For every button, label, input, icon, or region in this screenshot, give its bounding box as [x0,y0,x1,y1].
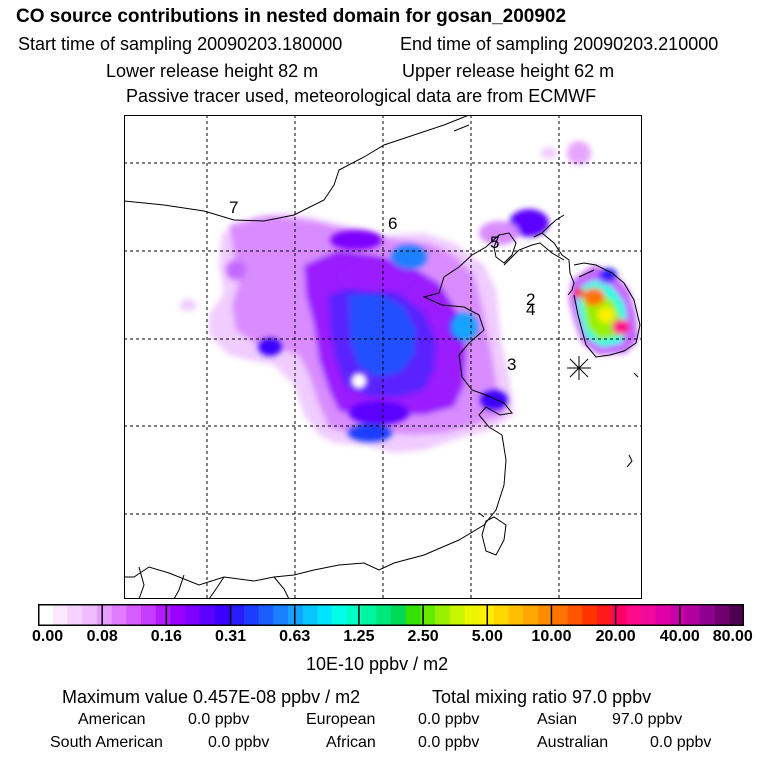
color-swatch [170,604,186,626]
color-swatch [420,604,436,626]
color-swatch [361,604,377,626]
color-swatch [655,604,671,626]
color-swatch [435,604,451,626]
colorbar-tick-label: 2.50 [407,628,439,645]
color-swatch [714,604,730,626]
color-swatch [670,604,686,626]
color-swatch [567,604,583,626]
marker-5: 5 [490,233,499,252]
color-swatch [140,604,156,626]
colorbar-tick-label: 10.00 [531,628,572,645]
start-time-label: Start time of sampling 20090203.180000 [18,34,343,54]
map-frame [124,115,642,599]
color-swatch [552,604,568,626]
receptor-star-icon [567,356,591,380]
region-south-american-label: South American [50,734,163,751]
color-swatch [229,604,245,626]
color-swatch [376,604,392,626]
color-swatch [185,604,201,626]
color-swatch [243,604,259,626]
color-swatch [729,604,744,626]
color-swatch [523,604,539,626]
marker-4: 4 [526,300,535,319]
colorbar-tick-label: 5.00 [471,628,503,645]
end-time-label: End time of sampling 20090203.210000 [400,34,719,54]
concentration-map: 7 6 5 2 4 3 [124,115,642,599]
maximum-value: Maximum value 0.457E-08 ppbv / m2 [62,687,361,707]
color-swatch [449,604,465,626]
region-european-value: 0.0 ppbv [418,711,480,728]
region-australian-label: Australian [537,734,609,751]
color-swatch [332,604,348,626]
color-swatch [685,604,701,626]
color-swatch [199,604,215,626]
coastlines [124,115,641,599]
colorbar-frame [38,604,744,626]
colorbar-tick-label: 0.00 [32,628,64,645]
color-swatch [67,604,83,626]
color-swatch [508,604,524,626]
region-african-label: African [326,734,376,751]
color-swatch [258,604,274,626]
colorbar-tick-label: 1.25 [343,628,375,645]
color-swatch [82,604,98,626]
color-swatch [111,604,127,626]
marker-7: 7 [229,198,238,217]
colorbar-tick-label: 0.16 [150,628,182,645]
colorbar-tick-label: 0.08 [86,628,118,645]
concentration-field [180,141,638,453]
marker-3: 3 [507,355,516,374]
colorbar-tick-label: 20.00 [595,628,636,645]
color-swatch [52,604,68,626]
region-australian-value: 0.0 ppbv [650,734,712,751]
color-swatch [596,604,612,626]
color-swatch [288,604,304,626]
marker-6: 6 [388,214,397,233]
lower-height-label: Lower release height 82 m [106,61,319,81]
color-swatch [302,604,318,626]
color-swatch [493,604,509,626]
color-swatch [699,604,715,626]
gridlines [124,115,642,599]
color-swatch [38,604,54,626]
region-european-label: European [306,711,376,728]
region-american-value: 0.0 ppbv [188,711,250,728]
color-swatch [346,604,362,626]
tracer-note: Passive tracer used, meteorological data… [126,86,597,106]
region-african-value: 0.0 ppbv [418,734,480,751]
region-south-american-value: 0.0 ppbv [208,734,270,751]
color-swatch [405,604,421,626]
color-swatch [611,604,627,626]
color-swatch [626,604,642,626]
region-asian-value: 97.0 ppbv [612,711,683,728]
upper-height-label: Upper release height 62 m [402,61,615,81]
marker-2: 2 [526,290,535,309]
color-scale-bar [38,604,744,626]
colorbar-tick-label: 0.63 [279,628,311,645]
color-swatch [391,604,407,626]
color-swatch [317,604,333,626]
map-title: CO source contributions in nested domain… [16,6,567,27]
colorbar-tick-label: 0.31 [214,628,247,645]
colorbar-tick-label: 40.00 [659,628,700,645]
total-mixing-ratio: Total mixing ratio 97.0 ppbv [432,687,652,707]
color-swatch [464,604,480,626]
colorbar-tick-label: 80.00 [712,628,753,645]
color-swatch [273,604,289,626]
color-swatch [126,604,142,626]
color-swatch [155,604,171,626]
color-swatch [538,604,554,626]
color-swatch [96,604,112,626]
color-swatch [582,604,598,626]
color-swatch [641,604,657,626]
colorbar-unit: 10E-10 ppbv / m2 [306,654,449,674]
color-swatch [214,604,230,626]
region-asian-label: Asian [537,711,578,728]
region-american-label: American [78,711,146,728]
